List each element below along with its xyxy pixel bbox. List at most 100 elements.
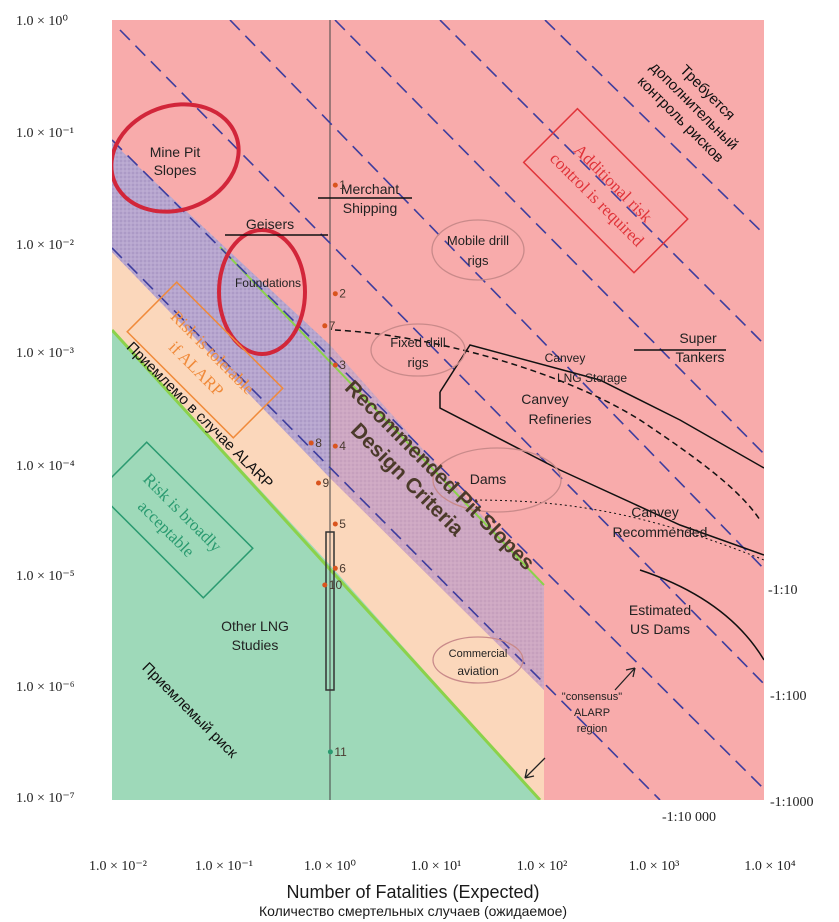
plot-regions: Additional risk control is required Risk… [112, 20, 764, 800]
iso-risk-label-10000: -1:10 000 [662, 810, 716, 825]
numbered-point-label-3: 3 [339, 358, 346, 372]
other-lng-label-2: Studies [232, 637, 279, 653]
foundations-circle [217, 228, 307, 356]
consensus-arrow-up [614, 667, 636, 691]
iso-risk-labels: -1:10 -1:100 -1:1000 -1:10 000 [662, 583, 814, 825]
iso-risk-label-100: -1:100 [770, 689, 807, 704]
y-tick-label: 1.0 × 10⁻⁵ [16, 569, 75, 584]
mine-pit-circle [112, 102, 241, 214]
numbered-point-2 [332, 291, 338, 297]
iso-risk-line [112, 247, 661, 800]
y-tick-label: 1.0 × 10⁻¹ [16, 126, 74, 141]
canvey-lng-label-1: Canvey [545, 351, 586, 365]
numbered-points: 1 2 3 4 5 6 7 8 9 10 11 [308, 178, 347, 759]
us-dams-label-2: US Dams [630, 621, 690, 637]
aviation-ellipse [432, 636, 524, 684]
numbered-point-10 [322, 582, 328, 588]
super-tankers-label-2: Tankers [675, 349, 724, 365]
foundations-label: Foundations [235, 276, 301, 290]
numbered-point-1 [332, 182, 338, 188]
consensus-label-1: "consensus" [562, 691, 622, 703]
alarp-box [126, 281, 284, 439]
other-lng-bar [325, 531, 335, 691]
consensus-arrow-down [524, 757, 546, 779]
numbered-point-label-1: 1 [339, 178, 346, 192]
x-tick-label: 1.0 × 10² [517, 859, 568, 874]
canvey-lng-curve [334, 329, 761, 521]
pit-criteria-fade [330, 345, 544, 690]
iso-risk-line [229, 20, 764, 570]
activity-labels: Mine Pit Slopes Geisers Foundations Merc… [150, 144, 725, 735]
iso-risk-label-1000: -1:1000 [770, 795, 814, 810]
y-tick-label: 1.0 × 10⁻⁶ [16, 680, 75, 695]
geisers-label: Geisers [246, 216, 294, 232]
numbered-point-label-7: 7 [329, 319, 336, 333]
numbered-point-8 [308, 440, 314, 446]
y-tick-label: 1.0 × 10⁻³ [16, 346, 74, 361]
iso-risk-line [439, 20, 764, 346]
canvey-refineries-label-1: Canvey [521, 391, 568, 407]
canvey-refineries-curve [439, 344, 764, 469]
us-dams-curve [639, 569, 764, 661]
super-tankers-label-1: Super [679, 330, 717, 346]
y-tick-label: 1.0 × 10⁻⁴ [16, 459, 75, 474]
numbered-point-label-10: 10 [329, 578, 343, 592]
y-tick-labels: 1.0 × 10⁰ 1.0 × 10⁻¹ 1.0 × 10⁻² 1.0 × 10… [16, 14, 75, 806]
canvey-recommended-label-1: Canvey [631, 504, 678, 520]
iso-risk-line [112, 139, 764, 791]
iso-risk-line [334, 20, 764, 456]
canvey-refineries-label-2: Refineries [528, 411, 591, 427]
y-tick-label: 1.0 × 10⁻⁷ [16, 791, 75, 806]
x-tick-labels: 1.0 × 10⁻² 1.0 × 10⁻¹ 1.0 × 10⁰ 1.0 × 10… [89, 859, 796, 874]
x-tick-label: 1.0 × 10⁴ [744, 859, 795, 874]
numbered-point-7 [322, 323, 328, 329]
iso-risk-line [544, 20, 764, 236]
alarp-upper-boundary-line [219, 246, 545, 586]
mobile-rigs-label-2: rigs [468, 253, 489, 268]
consensus-label-3: region [577, 723, 608, 735]
numbered-point-label-11: 11 [334, 745, 347, 759]
numbered-point-label-5: 5 [339, 517, 346, 531]
activity-ellipses [370, 219, 562, 684]
intolerable-box [522, 107, 689, 274]
other-lng-label-1: Other LNG [221, 618, 289, 634]
merchant-label-1: Merchant [341, 181, 399, 197]
mobile-rigs-ellipse [431, 219, 525, 281]
numbered-point-label-6: 6 [339, 561, 346, 575]
x-tick-label: 1.0 × 10³ [629, 859, 680, 874]
numbered-point-label-8: 8 [315, 436, 322, 450]
acceptable-box [112, 441, 254, 599]
merchant-label-2: Shipping [343, 200, 398, 216]
mine-pit-label-2: Slopes [154, 162, 197, 178]
iso-risk-lines [112, 20, 764, 800]
y-tick-label: 1.0 × 10⁻² [16, 238, 74, 253]
fixed-rigs-label-1: Fixed drill [390, 335, 446, 350]
fixed-rigs-label-2: rigs [408, 355, 429, 370]
x-axis-title: Number of Fatalities (Expected) [286, 882, 539, 902]
canvey-curves [334, 329, 764, 661]
aviation-label-2: aviation [457, 664, 498, 678]
numbered-point-9 [316, 480, 321, 486]
mobile-rigs-label-1: Mobile drill [447, 233, 509, 248]
numbered-point-4 [332, 443, 338, 449]
numbered-point-11 [327, 749, 333, 755]
numbered-point-6 [332, 565, 338, 571]
numbered-point-label-4: 4 [339, 439, 346, 453]
numbered-point-3 [332, 362, 338, 368]
canvey-recommended-curve [439, 392, 764, 556]
numbered-point-label-9: 9 [323, 476, 330, 490]
y-tick-label: 1.0 × 10⁰ [16, 14, 68, 29]
fixed-rigs-ellipse [370, 323, 466, 377]
numbered-point-5 [332, 521, 338, 527]
consensus-label-2: ALARP [574, 707, 610, 719]
x-tick-label: 1.0 × 10⁰ [304, 859, 356, 874]
iso-risk-label-10: -1:10 [768, 583, 798, 598]
aviation-label-1: Commercial [449, 648, 508, 660]
dams-label: Dams [470, 471, 507, 487]
x-tick-label: 1.0 × 10¹ [411, 859, 462, 874]
x-tick-label: 1.0 × 10⁻¹ [195, 859, 253, 874]
mine-pit-label-1: Mine Pit [150, 144, 201, 160]
canvey-recommended-label-2: Recommended [613, 524, 708, 540]
dams-ellipse [432, 447, 562, 513]
